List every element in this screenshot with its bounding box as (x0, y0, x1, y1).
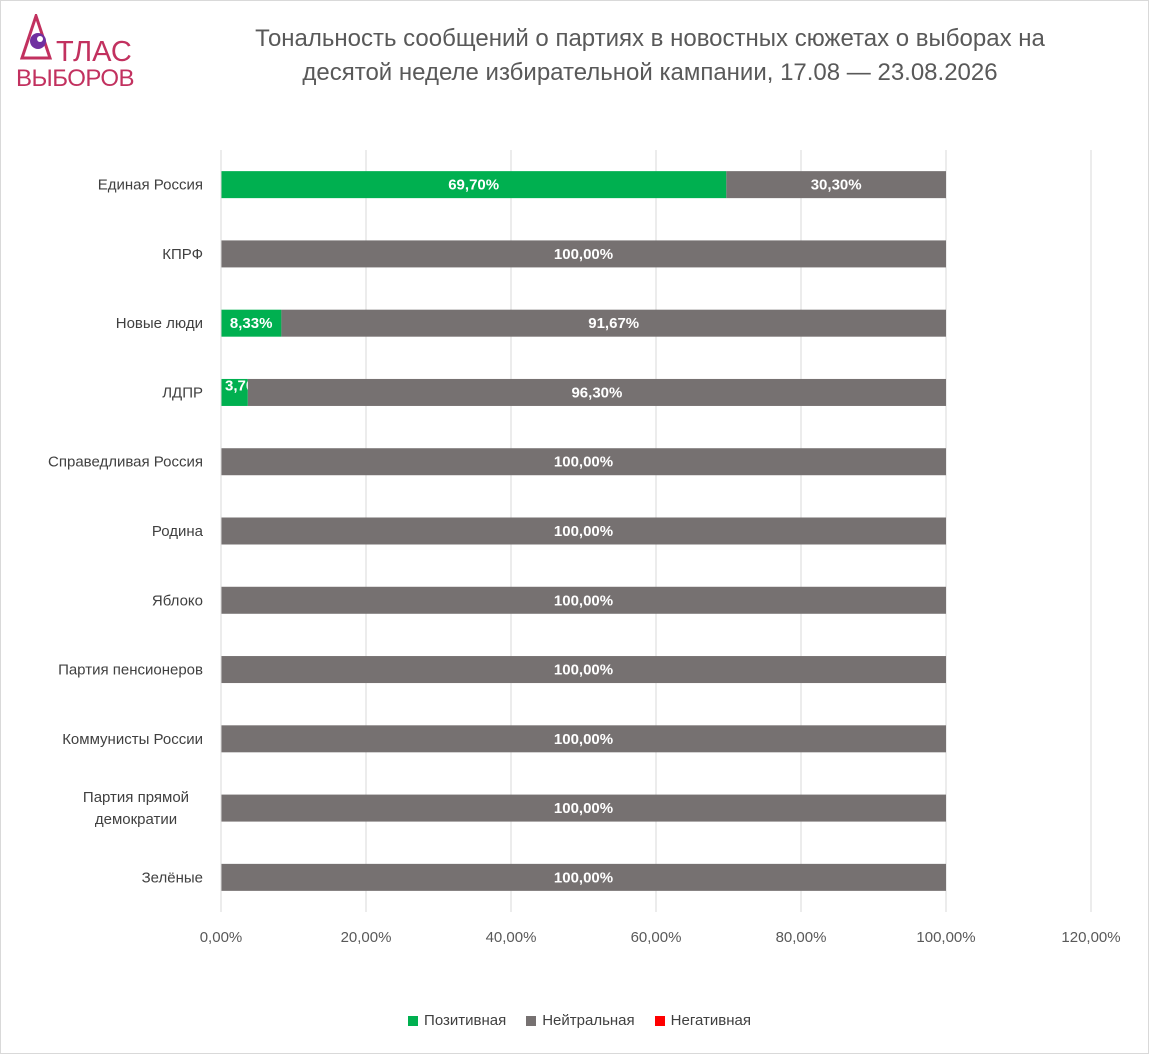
y-category-label: КПРФ (162, 246, 203, 263)
x-tick-label: 100,00% (916, 929, 975, 946)
logo-mark-icon (19, 14, 53, 60)
y-category-label: Новые люди (116, 315, 203, 332)
bar-segment-neutral (221, 794, 946, 822)
logo: ТЛАС ВЫБОРОВ (14, 14, 144, 94)
chart-title-line-2: десятой неделе избирательной кампании, 1… (302, 59, 998, 86)
data-label: 100,00% (554, 800, 613, 817)
legend-swatch-neutral (526, 1015, 537, 1026)
data-label: 30,30% (811, 177, 862, 194)
data-label: 100,00% (554, 246, 613, 263)
y-category-label: Зелёные (142, 869, 203, 886)
chart-title-line-1: Тональность сообщений о партиях в новост… (255, 25, 1045, 52)
y-category-label: Родина (152, 523, 204, 540)
bar-segment-positive (221, 171, 727, 199)
chart-title: Тональность сообщений о партиях в новост… (160, 22, 1140, 90)
legend-item-positive: Позитивная (408, 1012, 506, 1029)
bar-segment-neutral (281, 309, 947, 337)
y-category-label: ЛДПР (162, 384, 203, 401)
y-category-label: Коммунисты России (62, 731, 203, 748)
logo-word-vyborov: ВЫБОРОВ (16, 65, 135, 92)
x-tick-label: 20,00% (341, 929, 392, 946)
data-label: 100,00% (554, 662, 613, 679)
x-tick-label: 120,00% (1061, 929, 1120, 946)
bar-segment-neutral (247, 378, 946, 406)
bar-segment-neutral (221, 725, 946, 753)
legend-swatch-negative (654, 1015, 665, 1026)
x-tick-label: 80,00% (776, 929, 827, 946)
bar-segment-neutral (221, 517, 946, 545)
x-tick-label: 40,00% (486, 929, 537, 946)
data-label: 100,00% (554, 523, 613, 540)
bar-segment-neutral (221, 586, 946, 614)
legend-label-positive: Позитивная (424, 1012, 507, 1029)
data-label: 96,30% (571, 384, 622, 401)
x-tick-label: 0,00% (200, 929, 243, 946)
logo-word-atlas: ТЛАС (56, 36, 132, 68)
data-label: 100,00% (554, 592, 613, 609)
legend-item-neutral: Нейтральная (526, 1012, 635, 1029)
y-category-label: Партия прямой (83, 789, 189, 806)
y-category-label: Единая Россия (98, 177, 203, 194)
bar-segment-neutral (221, 240, 946, 268)
data-label: 91,67% (588, 315, 639, 332)
bar-segment-positive (221, 309, 282, 337)
bar-chart: 0,00% 20,00% 40,00% 60,00% 80,00% 100,00% 120,… (48, 150, 1121, 946)
bar-segment-neutral (221, 863, 946, 891)
legend-item-negative: Негативная (654, 1012, 751, 1029)
y-category-label: Яблоко (152, 592, 203, 609)
y-category-label: Справедливая Россия (48, 454, 203, 471)
bar-segment-neutral (726, 171, 946, 199)
legend-label-negative: Негативная (670, 1012, 751, 1029)
legend-swatch-positive (408, 1015, 419, 1026)
data-label: 100,00% (554, 869, 613, 886)
data-label: 69,70% (448, 177, 499, 194)
y-category-label: Партия пенсионеров (58, 662, 203, 679)
data-label: 100,00% (554, 731, 613, 748)
bar-segment-positive (221, 378, 248, 406)
y-category-label: демократии (95, 811, 177, 828)
data-label: 100,00% (554, 454, 613, 471)
bar-segment-neutral (221, 656, 946, 684)
x-tick-label: 60,00% (631, 929, 682, 946)
legend-label-neutral: Нейтральная (542, 1012, 635, 1029)
data-label: 8,33% (230, 315, 273, 332)
legend: Позитивная Нейтральная Негативная (0, 1012, 1149, 1029)
bar-segment-neutral (221, 448, 946, 476)
